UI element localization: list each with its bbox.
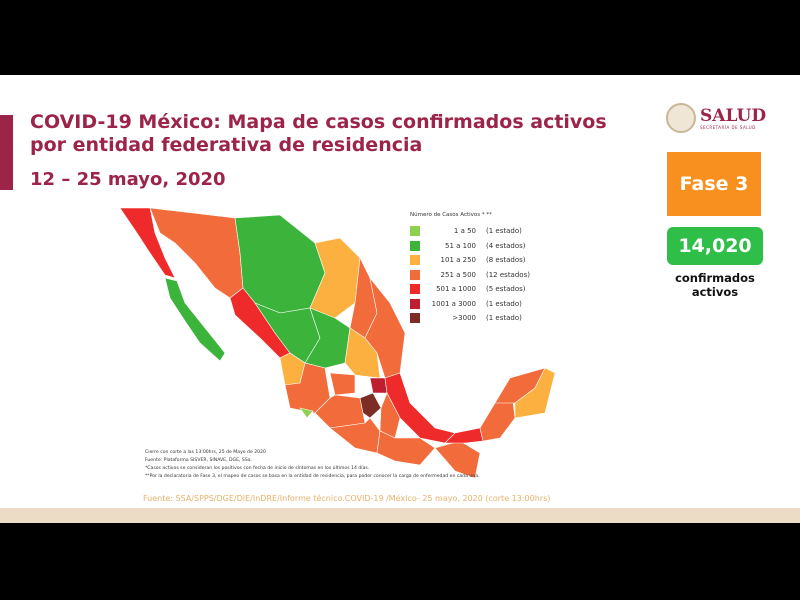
slide-title: COVID-19 México: Mapa de casos confirmad… <box>30 111 607 156</box>
logo-name: SALUD <box>700 105 767 126</box>
legend-range: 1001 a 3000 <box>431 299 476 308</box>
legend-states: (1 estado) <box>486 314 522 323</box>
source-line: Fuente: SSA/SPPS/DGE/DIE/InDRE/Informe t… <box>143 494 551 503</box>
legend-swatch <box>410 255 420 266</box>
legend-states: (5 estados) <box>486 285 526 294</box>
legend-swatch <box>410 284 420 295</box>
legend-states: (1 estado) <box>486 299 522 308</box>
legend-states: (4 estados) <box>486 241 526 250</box>
footer-strip <box>0 508 800 523</box>
legend-swatch <box>410 240 420 251</box>
legend-item: 251 a 500 (12 estados) <box>410 268 530 283</box>
active-count-label: confirmados activos <box>660 271 770 299</box>
state-oaxaca[interactable] <box>376 430 436 466</box>
slide: COVID-19 México: Mapa de casos confirmad… <box>0 75 800 523</box>
phase-badge: Fase 3 <box>667 152 761 216</box>
note: **Por la declaratoria de Fase 3, el mape… <box>145 474 480 479</box>
legend-range: 51 a 100 <box>444 241 476 250</box>
legend-title: Número de Casos Activos * ** <box>410 212 492 218</box>
note: *Casos activos se consideran los positiv… <box>145 466 370 471</box>
legend-item: 1001 a 3000 (1 estado) <box>410 297 530 312</box>
legend-item: >3000 (1 estado) <box>410 311 530 326</box>
legend: Número de Casos Activos * ** 1 a 50 (1 es… <box>410 212 530 326</box>
state-guanajuato[interactable] <box>329 372 356 396</box>
state-puebla[interactable] <box>379 392 401 439</box>
legend-range: >3000 <box>452 314 476 323</box>
legend-item: 1 a 50 (1 estado) <box>410 224 530 239</box>
coat-of-arms-icon <box>666 103 696 133</box>
state-zacatecas[interactable] <box>304 307 351 369</box>
legend-swatch <box>410 269 420 280</box>
state-quintana-roo[interactable] <box>514 367 556 419</box>
legend-states: (8 estados) <box>486 256 526 265</box>
state-sonora[interactable] <box>149 207 244 299</box>
state-cdmx-mexico[interactable] <box>359 392 382 419</box>
legend-item: 501 a 1000 (5 estados) <box>410 282 530 297</box>
accent-bar <box>0 115 13 190</box>
footnotes: Cierre con corte a las 13:00hrs, 25 de M… <box>145 449 479 481</box>
legend-range: 501 a 1000 <box>436 285 476 294</box>
salud-logo: SALUD SECRETARÍA DE SALUD <box>666 103 766 133</box>
legend-swatch <box>410 298 420 309</box>
legend-states: (12 estados) <box>486 270 530 279</box>
state-baja-california[interactable] <box>119 207 176 279</box>
date-range: 12 – 25 mayo, 2020 <box>30 169 226 190</box>
legend-item: 51 a 100 (4 estados) <box>410 239 530 254</box>
legend-range: 251 a 500 <box>440 270 476 279</box>
legend-states: (1 estado) <box>486 227 522 236</box>
legend-range: 101 a 250 <box>440 256 476 265</box>
state-jalisco[interactable] <box>284 362 331 414</box>
active-count-badge: 14,020 <box>667 227 763 265</box>
label-line-2: activos <box>691 285 739 299</box>
note: Cierre con corte a las 13:00hrs, 25 de M… <box>145 450 266 455</box>
state-hidalgo[interactable] <box>369 377 388 394</box>
state-baja-california-sur[interactable] <box>164 277 226 362</box>
mexico-map <box>119 207 556 479</box>
label-line-1: confirmados <box>675 271 755 285</box>
state-colima[interactable] <box>299 407 314 419</box>
note: Fuente: Plataforma SISVER, SINAVE, DGE, … <box>145 458 253 463</box>
logo-subtitle: SECRETARÍA DE SALUD <box>700 124 756 130</box>
legend-range: 1 a 50 <box>453 227 476 236</box>
legend-swatch <box>410 226 420 237</box>
legend-item: 101 a 250 (8 estados) <box>410 253 530 268</box>
legend-swatch <box>410 313 420 324</box>
